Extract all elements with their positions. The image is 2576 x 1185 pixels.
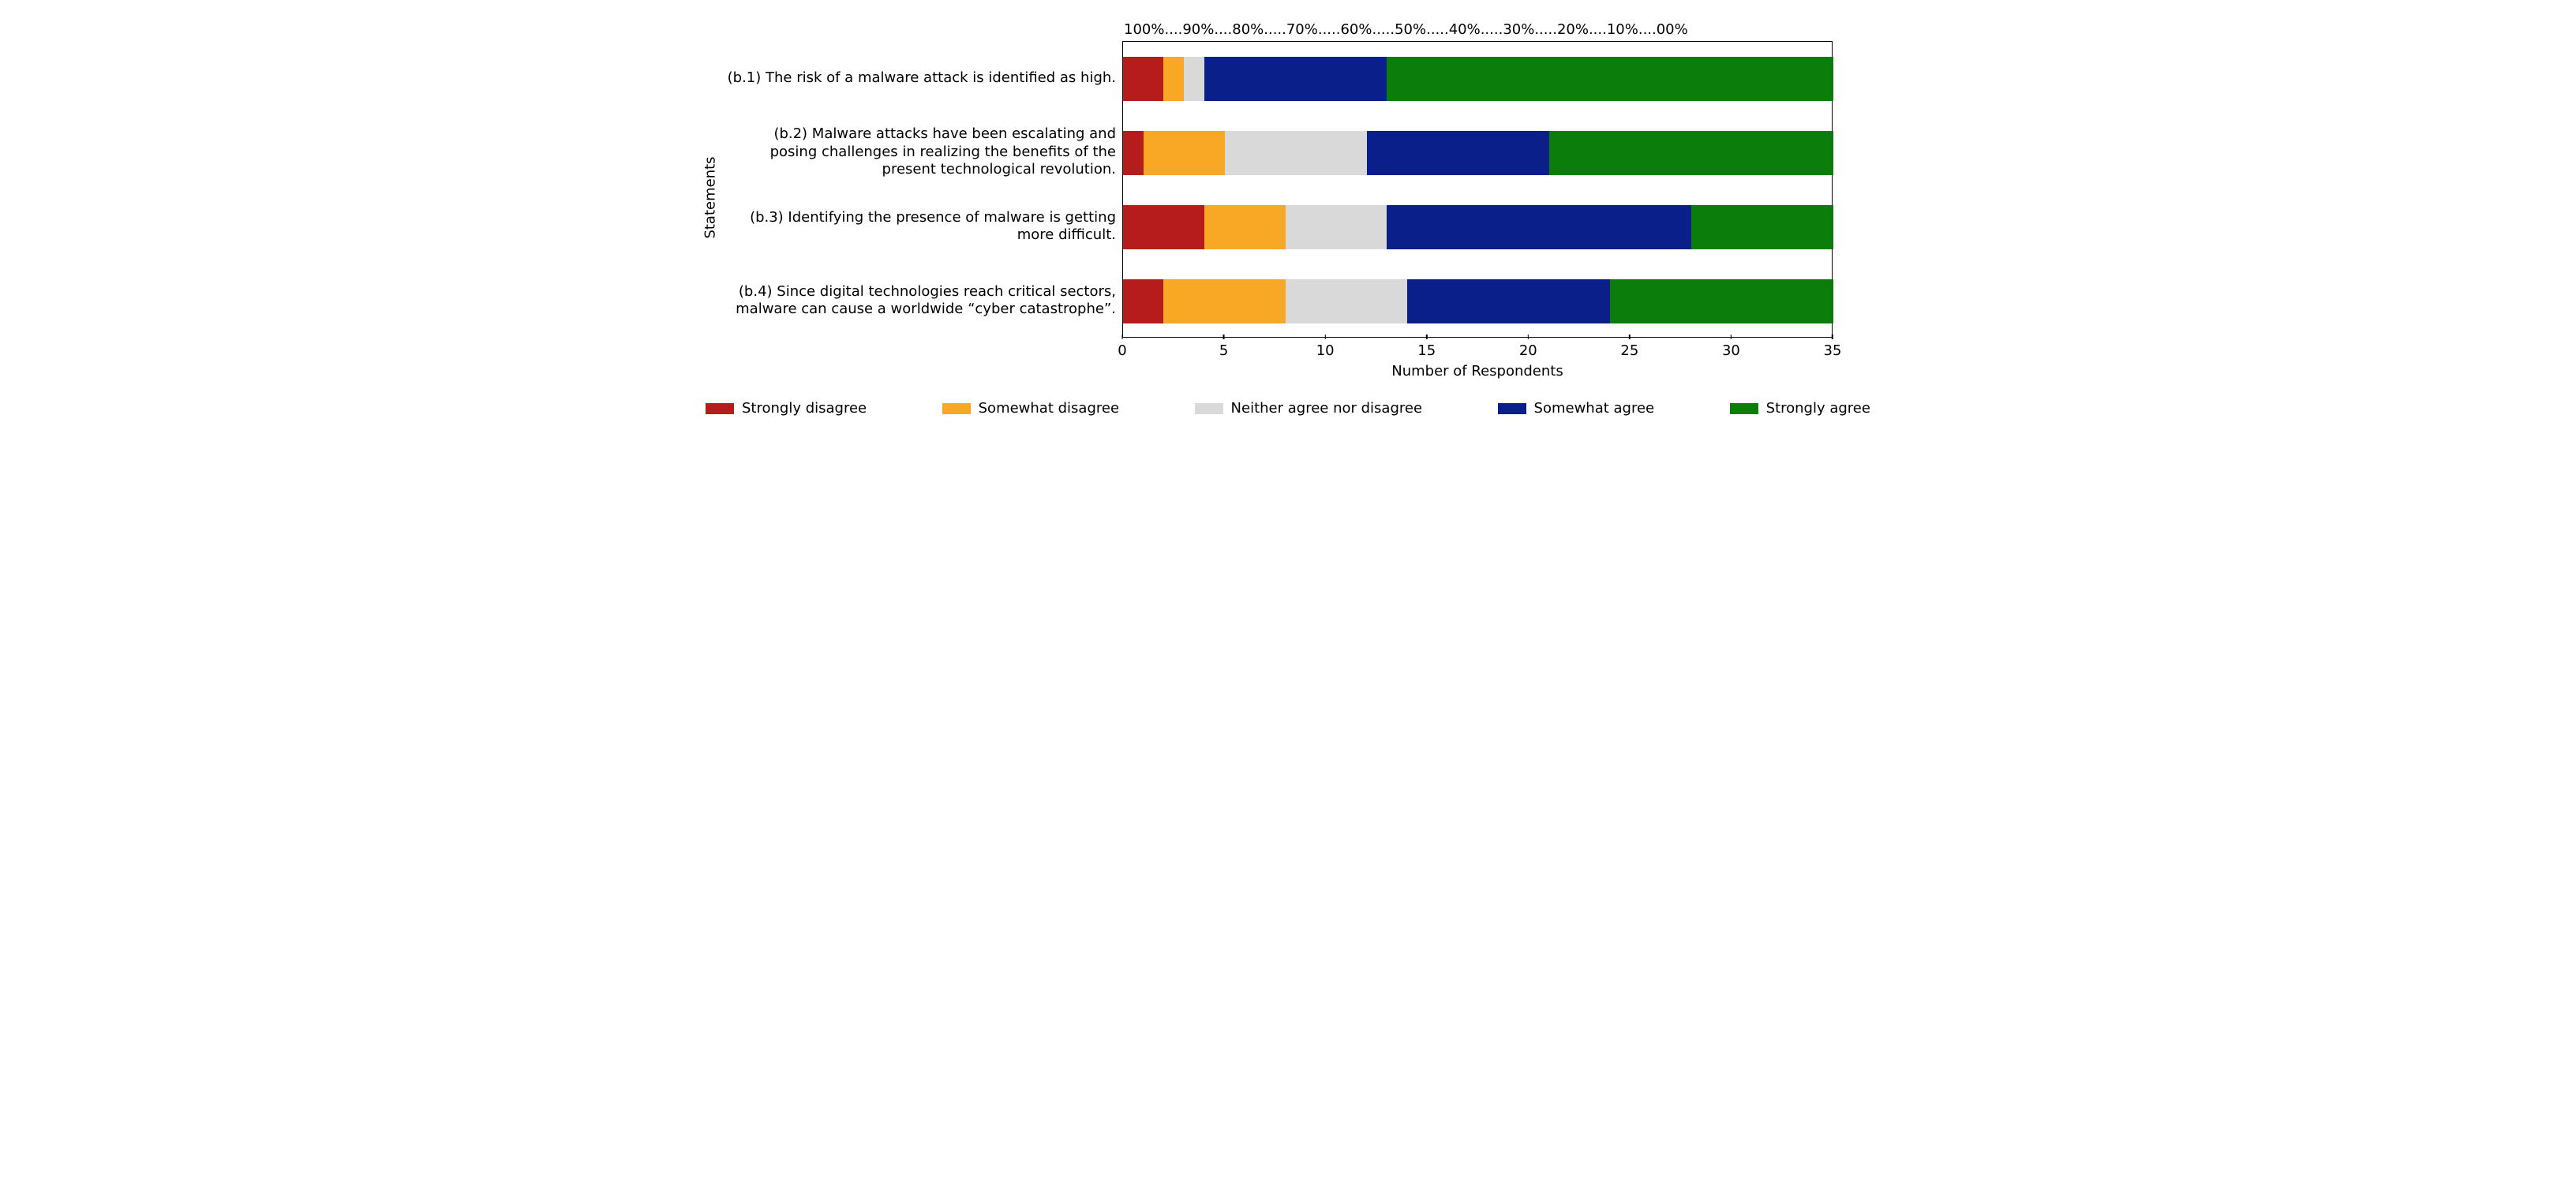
legend-swatch: [942, 403, 971, 414]
statement-label: (b.3) Identifying the presence of malwar…: [724, 189, 1122, 264]
x-tick: 25: [1620, 338, 1638, 359]
bar-row: [1123, 57, 1833, 101]
y-tick-labels: (b.1) The risk of a malware attack is id…: [724, 16, 1122, 379]
plot-box: [1122, 41, 1833, 338]
bar-segment: [1610, 279, 1833, 323]
x-tick-row: 05101520253035: [1122, 338, 1833, 360]
x-tick: 5: [1219, 338, 1228, 359]
bar-segment: [1123, 205, 1204, 249]
legend-swatch: [1195, 403, 1223, 414]
bar-row: [1123, 205, 1833, 249]
legend-swatch: [1730, 403, 1758, 414]
y-axis-label: Statements: [702, 156, 719, 238]
bar-segment: [1123, 131, 1144, 175]
legend: Strongly disagree Somewhat disagree Neithe…: [696, 379, 1880, 417]
legend-label: Strongly disagree: [742, 400, 867, 417]
bar-segment: [1691, 205, 1833, 249]
x-tick: 30: [1722, 338, 1740, 359]
legend-label: Strongly agree: [1766, 400, 1870, 417]
legend-item: Neither agree nor disagree: [1195, 400, 1423, 417]
x-tick: 20: [1519, 338, 1537, 359]
x-axis-label: Number of Respondents: [1122, 360, 1833, 379]
x-tick: 10: [1316, 338, 1335, 359]
statement-label: (b.2) Malware attacks have been escalati…: [724, 115, 1122, 189]
bar-segment: [1144, 131, 1225, 175]
legend-item: Strongly disagree: [706, 400, 867, 417]
bar-segment: [1123, 57, 1163, 101]
bar-segment: [1286, 279, 1407, 323]
top-percent-axis: 100%....90%....80%.....70%.....60%.....5…: [1122, 16, 1833, 41]
legend-swatch: [1498, 403, 1526, 414]
statement-label: (b.4) Since digital technologies reach c…: [724, 264, 1122, 338]
plot-column: 100%....90%....80%.....70%.....60%.....5…: [1122, 16, 1833, 379]
legend-item: Somewhat agree: [1498, 400, 1655, 417]
legend-label: Somewhat disagree: [979, 400, 1119, 417]
bar-segment: [1387, 205, 1691, 249]
y-axis-label-column: Statements: [696, 16, 724, 379]
bar-segment: [1204, 57, 1387, 101]
bar-row: [1123, 279, 1833, 323]
bar-row: [1123, 131, 1833, 175]
bar-segment: [1549, 131, 1833, 175]
bar-segment: [1163, 279, 1285, 323]
bar-segment: [1204, 205, 1286, 249]
x-tick: 35: [1824, 338, 1842, 359]
bar-segment: [1286, 205, 1387, 249]
legend-item: Strongly agree: [1730, 400, 1870, 417]
bar-segment: [1163, 57, 1184, 101]
bar-segment: [1407, 279, 1610, 323]
bar-segment: [1123, 279, 1163, 323]
bar-segment: [1225, 131, 1367, 175]
bar-segment: [1184, 57, 1204, 101]
legend-label: Neither agree nor disagree: [1231, 400, 1423, 417]
likert-chart: Statements (b.1) The risk of a malware a…: [696, 16, 1880, 417]
legend-item: Somewhat disagree: [942, 400, 1119, 417]
x-tick: 0: [1118, 338, 1126, 359]
bar-segment: [1387, 57, 1833, 101]
x-tick: 15: [1417, 338, 1436, 359]
legend-label: Somewhat agree: [1534, 400, 1655, 417]
statement-label: (b.1) The risk of a malware attack is id…: [724, 41, 1122, 115]
bar-segment: [1367, 131, 1549, 175]
legend-swatch: [706, 403, 734, 414]
chart-area: Statements (b.1) The risk of a malware a…: [696, 16, 1880, 379]
